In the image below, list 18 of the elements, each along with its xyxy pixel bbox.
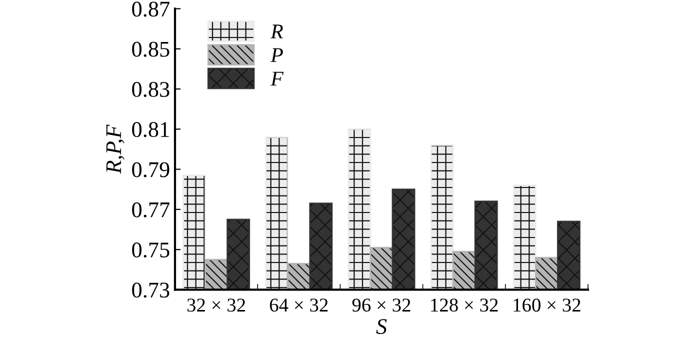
legend-label: F — [270, 72, 284, 86]
legend-label: R — [270, 24, 284, 38]
y-tick-label: 0.85 — [132, 42, 170, 57]
y-tick-label: 0.83 — [132, 82, 170, 98]
y-tick-label: 0.73 — [132, 282, 170, 298]
x-tick-label: 64 × 32 — [270, 298, 328, 312]
y-tick-label: 0.75 — [132, 242, 170, 258]
x-tick-label: 128 × 32 — [431, 298, 498, 312]
y-tick-label: 0.87 — [132, 2, 170, 17]
x-tick-label: 32 × 32 — [187, 298, 246, 312]
x-axis-title: S — [376, 319, 387, 334]
x-tick-label: 160 × 32 — [514, 298, 580, 312]
legend-label: P — [270, 48, 283, 62]
y-tick-label: 0.81 — [132, 122, 169, 138]
y-tick-label: 0.79 — [132, 162, 170, 178]
y-tick-label: 0.77 — [132, 202, 170, 218]
x-tick-label: 96 × 32 — [352, 298, 410, 312]
y-axis-title: R,P,F — [106, 124, 124, 174]
